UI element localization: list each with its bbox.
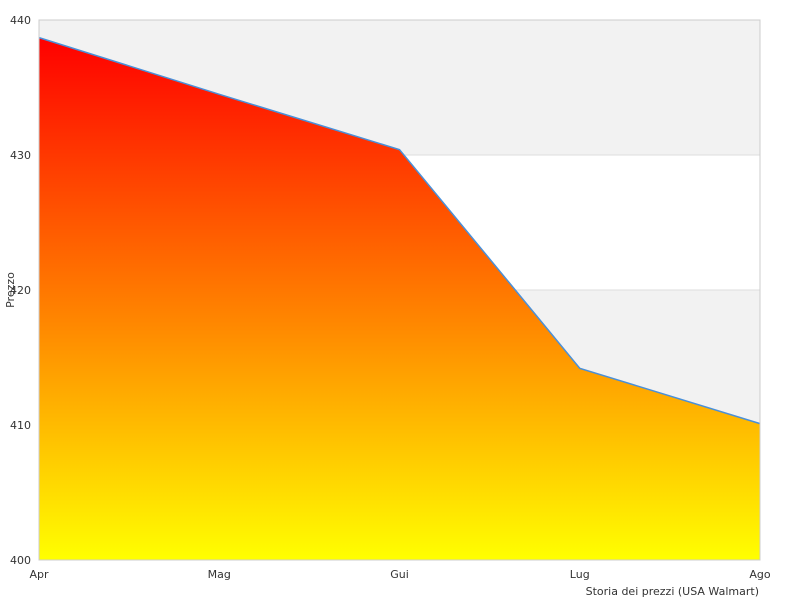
x-tick-label: Mag <box>208 568 231 581</box>
y-tick-label: 400 <box>10 554 31 567</box>
x-tick-label: Lug <box>570 568 590 581</box>
x-tick-label: Gui <box>390 568 409 581</box>
x-axis-title: Storia dei prezzi (USA Walmart) <box>586 585 759 598</box>
x-tick-label: Ago <box>749 568 771 581</box>
y-tick-label: 410 <box>10 419 31 432</box>
plot-frame <box>38 19 761 561</box>
price-line <box>38 36 761 425</box>
y-axis-ticks: 440 430 420 410 400 <box>10 14 31 567</box>
y-tick-label: 440 <box>10 14 31 27</box>
x-axis-ticks: Apr Mag Gui Lug Ago <box>29 568 770 581</box>
x-tick-label: Apr <box>29 568 49 581</box>
price-area <box>39 37 760 561</box>
y-axis-title: Prezzo <box>4 272 17 308</box>
y-tick-label: 430 <box>10 149 31 162</box>
y-tick-label: 420 <box>10 284 31 297</box>
